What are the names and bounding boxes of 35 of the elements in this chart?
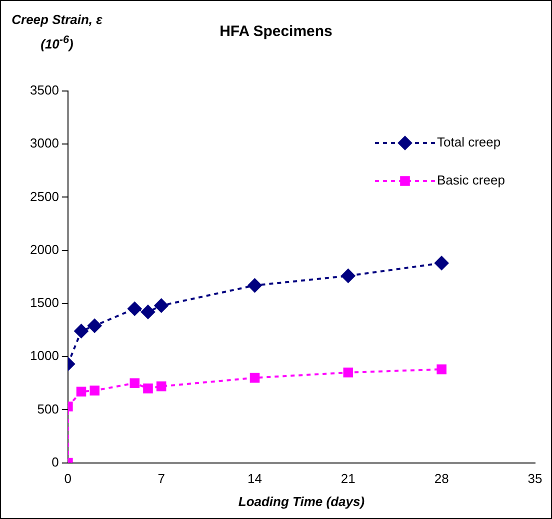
point	[156, 381, 166, 392]
point	[76, 386, 86, 397]
legend-label: Total creep	[437, 134, 501, 150]
y-tick-label: 1000	[30, 348, 59, 364]
point	[140, 304, 155, 319]
x-tick-label: 21	[340, 471, 356, 486]
y-tick-label: 3500	[30, 82, 59, 98]
x-tick-label: 28	[434, 471, 449, 486]
point	[343, 368, 354, 378]
point	[436, 364, 446, 374]
point	[88, 318, 102, 333]
point	[154, 298, 168, 313]
point	[143, 384, 153, 394]
chart-title: HFA Specimens	[220, 23, 332, 40]
y-tick-label: 1500	[30, 295, 59, 310]
y-axis-title: Creep Strain, ε (10$^{-6}$)	[10, 11, 104, 54]
point	[90, 386, 100, 396]
point	[128, 302, 142, 316]
y-tick-label: 2500	[30, 188, 59, 204]
x-tick-label: 14	[248, 471, 262, 486]
point	[248, 278, 262, 292]
x-tick-label: 35	[528, 471, 542, 486]
point	[250, 372, 260, 383]
legend-label: Basic creep	[437, 172, 505, 188]
point	[434, 256, 449, 270]
y-tick-label: 3000	[30, 136, 59, 151]
y-tick-label: 2000	[30, 242, 59, 257]
x-tick-label: 7	[158, 471, 165, 486]
x-axis-title: Loading Time (days)	[238, 494, 365, 509]
y-tick-label: 0	[52, 454, 59, 470]
y-tick-label: 500	[37, 401, 59, 416]
point	[130, 378, 140, 388]
point	[74, 324, 88, 338]
point	[341, 268, 356, 283]
x-tick-label: 0	[64, 471, 72, 486]
